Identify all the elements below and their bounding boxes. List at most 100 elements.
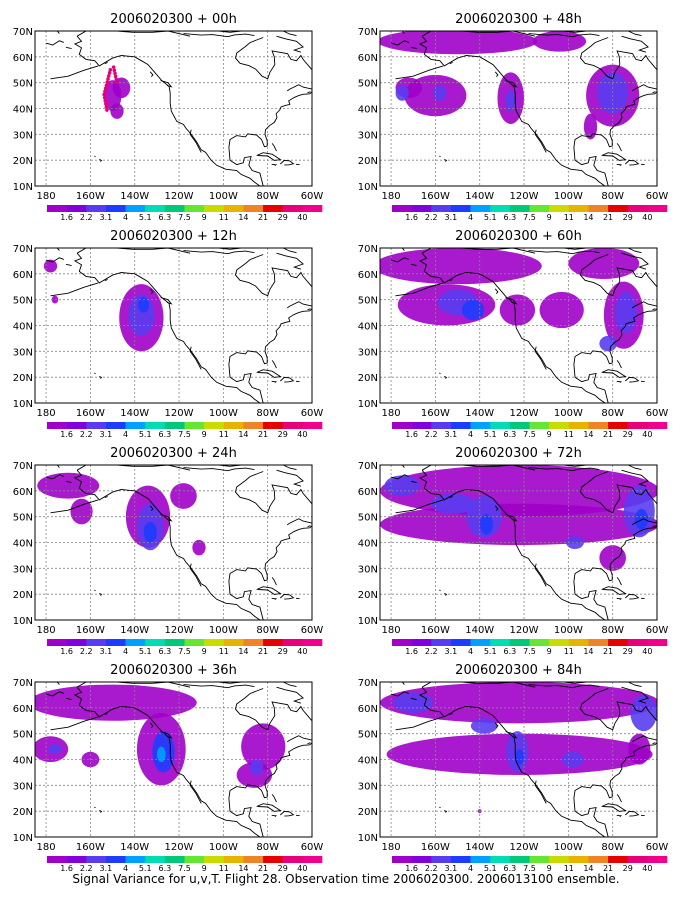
coastline [149, 722, 154, 728]
lat-tick-label: 20N [13, 373, 33, 384]
colorbar-swatch [490, 422, 511, 429]
coastline [534, 780, 547, 804]
colorbar-swatch [243, 205, 264, 212]
coastline [631, 301, 657, 309]
colorbar-swatch [302, 422, 323, 429]
colorbar-label: 1.6 [60, 864, 73, 873]
lat-tick-label: 30N [358, 781, 378, 792]
coastline [624, 376, 640, 383]
colorbar-label: 7.5 [178, 213, 191, 222]
lon-tick-label: 60W [301, 625, 324, 636]
coastline [534, 563, 547, 587]
coastline [276, 252, 304, 270]
lon-tick-label: 80W [601, 625, 624, 636]
coastline [160, 731, 173, 739]
coastline [418, 35, 606, 186]
variance-region [634, 508, 649, 530]
lat-tick-label: 60N [358, 487, 378, 498]
coastline [283, 465, 297, 471]
coastline [276, 686, 304, 704]
coastline [73, 469, 261, 620]
coastline [410, 46, 417, 50]
coastline [149, 288, 154, 294]
coastline [652, 742, 656, 745]
colorbar-label: 9 [202, 213, 207, 222]
colorbar-swatch [647, 205, 668, 212]
colorbar-label: 40 [642, 647, 652, 656]
variance-region [138, 297, 150, 313]
coastline [160, 80, 173, 88]
colorbar-swatch [470, 422, 491, 429]
colorbar-label: 3.1 [100, 430, 113, 439]
colorbar-swatch [411, 856, 432, 863]
lon-tick-label: 180 [37, 842, 56, 853]
map-panel-7: 2006020300 + 84h 180 160W 140W 120W 100W 80W 60… [358, 663, 669, 873]
colorbar-label: 40 [297, 864, 307, 873]
variance-region [380, 31, 538, 55]
colorbar-swatch [223, 856, 244, 863]
colorbar-label: 3.1 [445, 647, 458, 656]
coastline [183, 467, 255, 472]
lon-tick-label: 100W [209, 408, 238, 419]
colorbar-label: 14 [583, 864, 593, 873]
colorbar-swatch [490, 205, 511, 212]
coastline [76, 465, 191, 471]
colorbar-label: 21 [603, 647, 613, 656]
coastline [398, 31, 405, 34]
colorbar-label: 5.1 [139, 430, 152, 439]
colorbar-label: 21 [603, 213, 613, 222]
colorbar-label: 6.3 [503, 430, 516, 439]
colorbar-label: 9 [202, 864, 207, 873]
coastline [256, 586, 282, 595]
flight-track-point [108, 67, 113, 72]
colorbar-swatch [627, 856, 648, 863]
coastline [410, 697, 417, 701]
coastline [616, 597, 623, 600]
colorbar-swatch [588, 856, 609, 863]
colorbar-label: 11 [564, 864, 574, 873]
lat-tick-label: 70N [358, 244, 378, 255]
coastline [189, 346, 202, 370]
variance-region [380, 682, 657, 724]
coastline [235, 688, 312, 731]
lon-tick-label: 60W [646, 191, 669, 202]
colorbar-label: 29 [623, 864, 633, 873]
colorbar-label: 6.3 [503, 864, 516, 873]
coastline [73, 686, 261, 837]
coastline [160, 514, 173, 522]
colorbar-label: 14 [238, 430, 248, 439]
coastline [534, 129, 547, 153]
coastline [616, 380, 623, 383]
variance-region [393, 692, 434, 714]
panel-frame [34, 464, 313, 621]
coastline [621, 686, 649, 704]
colorbar-swatch [431, 422, 452, 429]
lon-tick-label: 80W [256, 842, 279, 853]
coastline [235, 254, 312, 297]
colorbar-swatch [529, 205, 550, 212]
lon-tick-label: 100W [554, 625, 583, 636]
colorbar-swatch [184, 205, 205, 212]
colorbar-label: 14 [238, 864, 248, 873]
coastline [439, 806, 441, 809]
coastline [65, 263, 72, 267]
colorbar-swatch [431, 205, 452, 212]
lon-tick-label: 100W [554, 408, 583, 419]
coastline [494, 288, 499, 294]
flight-track-point [104, 83, 109, 88]
coastline [189, 129, 202, 153]
coastline [628, 31, 642, 37]
colorbar-swatch [164, 205, 185, 212]
lon-tick-label: 80W [601, 408, 624, 419]
coastline [628, 682, 642, 688]
panel-plot-area [35, 248, 312, 403]
colorbar-swatch [145, 205, 166, 212]
lon-tick-label: 120W [510, 625, 539, 636]
colorbar-label: 9 [547, 213, 552, 222]
colorbar-label: 1.6 [60, 647, 73, 656]
colorbar-swatch [509, 422, 530, 429]
colorbar-swatch [509, 856, 530, 863]
variance-region [505, 90, 517, 112]
coastline [652, 308, 656, 311]
lat-tick-label: 30N [358, 130, 378, 141]
